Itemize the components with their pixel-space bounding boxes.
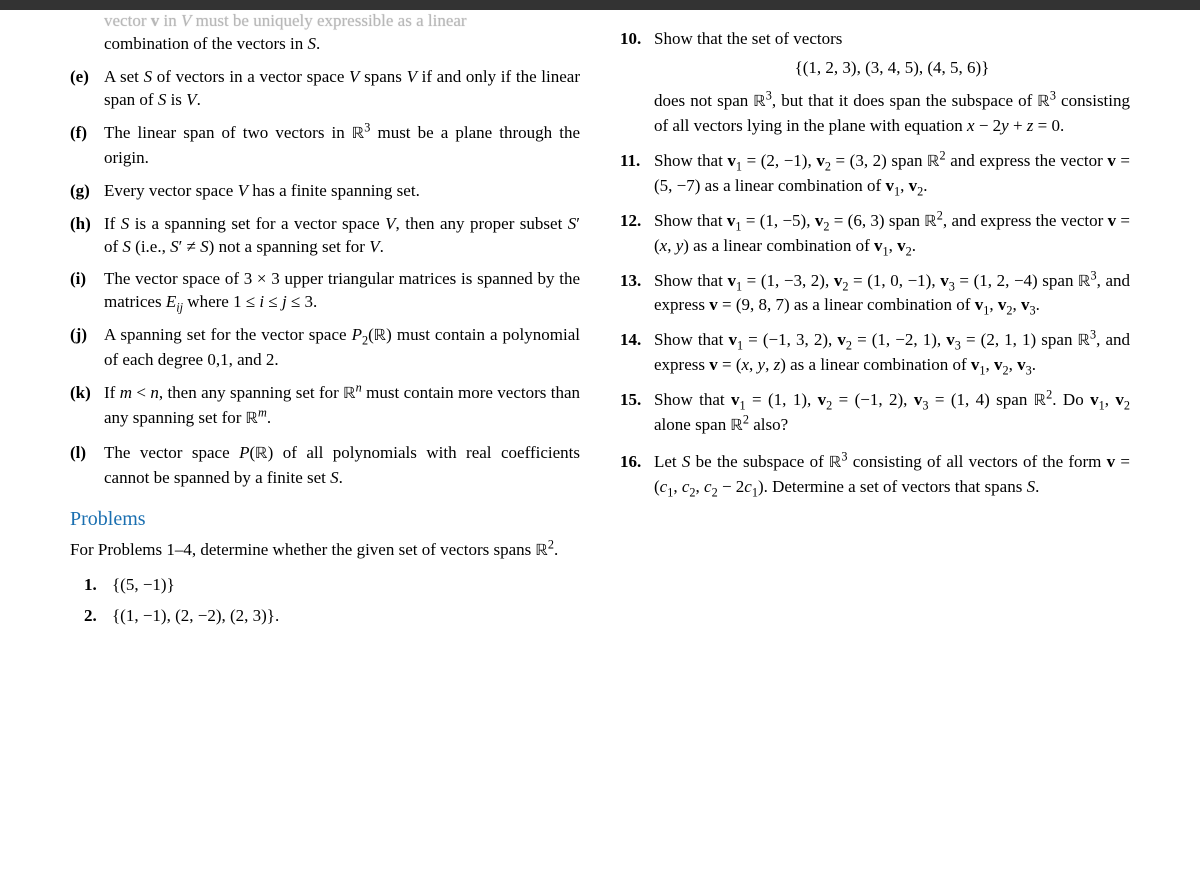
top-border	[0, 0, 1200, 10]
label-13: 13.	[620, 270, 654, 318]
text-p14: Show that v1 = (−1, 3, 2), v2 = (1, −2, …	[654, 329, 1130, 377]
item-l: (l) The vector space P(ℝ) of all polynom…	[70, 442, 580, 490]
problem-15: 15. Show that v1 = (1, 1), v2 = (−1, 2),…	[620, 389, 1130, 439]
item-i: (i) The vector space of 3 × 3 upper tria…	[70, 268, 580, 314]
p10-tail: does not span ℝ3, but that it does span …	[654, 90, 1130, 138]
label-blank	[70, 10, 104, 56]
text-p1: {(5, −1)}	[112, 574, 580, 597]
text-p2: {(1, −1), (2, −2), (2, 3)}.	[112, 605, 580, 628]
label-f: (f)	[70, 122, 104, 170]
problem-10: 10. Show that the set of vectors {(1, 2,…	[620, 28, 1130, 138]
text-l: The vector space P(ℝ) of all polynomials…	[104, 442, 580, 490]
label-e: (e)	[70, 66, 104, 112]
problem-11: 11. Show that v1 = (2, −1), v2 = (3, 2) …	[620, 150, 1130, 198]
label-11: 11.	[620, 150, 654, 198]
text-d-tail: vector v in V must be uniquely expressib…	[104, 10, 580, 56]
text-p10: Show that the set of vectors {(1, 2, 3),…	[654, 28, 1130, 138]
label-j: (j)	[70, 324, 104, 372]
item-k: (k) If m < n, then any spanning set for …	[70, 382, 580, 432]
problem-1: 1. {(5, −1)}	[84, 574, 580, 597]
problem-13: 13. Show that v1 = (1, −3, 2), v2 = (1, …	[620, 270, 1130, 318]
label-h: (h)	[70, 213, 104, 259]
label-g: (g)	[70, 180, 104, 203]
problem-16: 16. Let S be the subspace of ℝ3 consisti…	[620, 451, 1130, 499]
label-14: 14.	[620, 329, 654, 377]
item-d-tail: vector v in V must be uniquely expressib…	[70, 10, 580, 56]
text-f: The linear span of two vectors in ℝ3 mus…	[104, 122, 580, 170]
text-p13: Show that v1 = (1, −3, 2), v2 = (1, 0, −…	[654, 270, 1130, 318]
text-p15: Show that v1 = (1, 1), v2 = (−1, 2), v3 …	[654, 389, 1130, 439]
problems-heading: Problems	[70, 506, 580, 533]
text-e: A set S of vectors in a vector space V s…	[104, 66, 580, 112]
label-16: 16.	[620, 451, 654, 499]
label-k: (k)	[70, 382, 104, 432]
text-k: If m < n, then any spanning set for ℝn m…	[104, 382, 580, 432]
p10-lead: Show that the set of vectors	[654, 28, 1130, 51]
item-g: (g) Every vector space V has a finite sp…	[70, 180, 580, 203]
problem-2: 2. {(1, −1), (2, −2), (2, 3)}.	[84, 605, 580, 628]
text-g: Every vector space V has a finite spanni…	[104, 180, 580, 203]
item-e: (e) A set S of vectors in a vector space…	[70, 66, 580, 112]
problems-intro: For Problems 1–4, determine whether the …	[70, 539, 580, 564]
left-column: vector v in V must be uniquely expressib…	[70, 10, 580, 636]
right-column: 10. Show that the set of vectors {(1, 2,…	[620, 10, 1130, 636]
label-12: 12.	[620, 210, 654, 258]
label-l: (l)	[70, 442, 104, 490]
text-p11: Show that v1 = (2, −1), v2 = (3, 2) span…	[654, 150, 1130, 198]
p10-set: {(1, 2, 3), (3, 4, 5), (4, 5, 6)}	[654, 57, 1130, 80]
item-f: (f) The linear span of two vectors in ℝ3…	[70, 122, 580, 170]
label-2: 2.	[84, 605, 112, 628]
page-content: vector v in V must be uniquely expressib…	[0, 10, 1200, 656]
label-10: 10.	[620, 28, 654, 138]
text-i: The vector space of 3 × 3 upper triangul…	[104, 268, 580, 314]
text-h: If S is a spanning set for a vector spac…	[104, 213, 580, 259]
item-j: (j) A spanning set for the vector space …	[70, 324, 580, 372]
label-1: 1.	[84, 574, 112, 597]
text-p16: Let S be the subspace of ℝ3 consisting o…	[654, 451, 1130, 499]
text-p12: Show that v1 = (1, −5), v2 = (6, 3) span…	[654, 210, 1130, 258]
text-j: A spanning set for the vector space P2(ℝ…	[104, 324, 580, 372]
problem-14: 14. Show that v1 = (−1, 3, 2), v2 = (1, …	[620, 329, 1130, 377]
label-i: (i)	[70, 268, 104, 314]
item-h: (h) If S is a spanning set for a vector …	[70, 213, 580, 259]
label-15: 15.	[620, 389, 654, 439]
problem-12: 12. Show that v1 = (1, −5), v2 = (6, 3) …	[620, 210, 1130, 258]
